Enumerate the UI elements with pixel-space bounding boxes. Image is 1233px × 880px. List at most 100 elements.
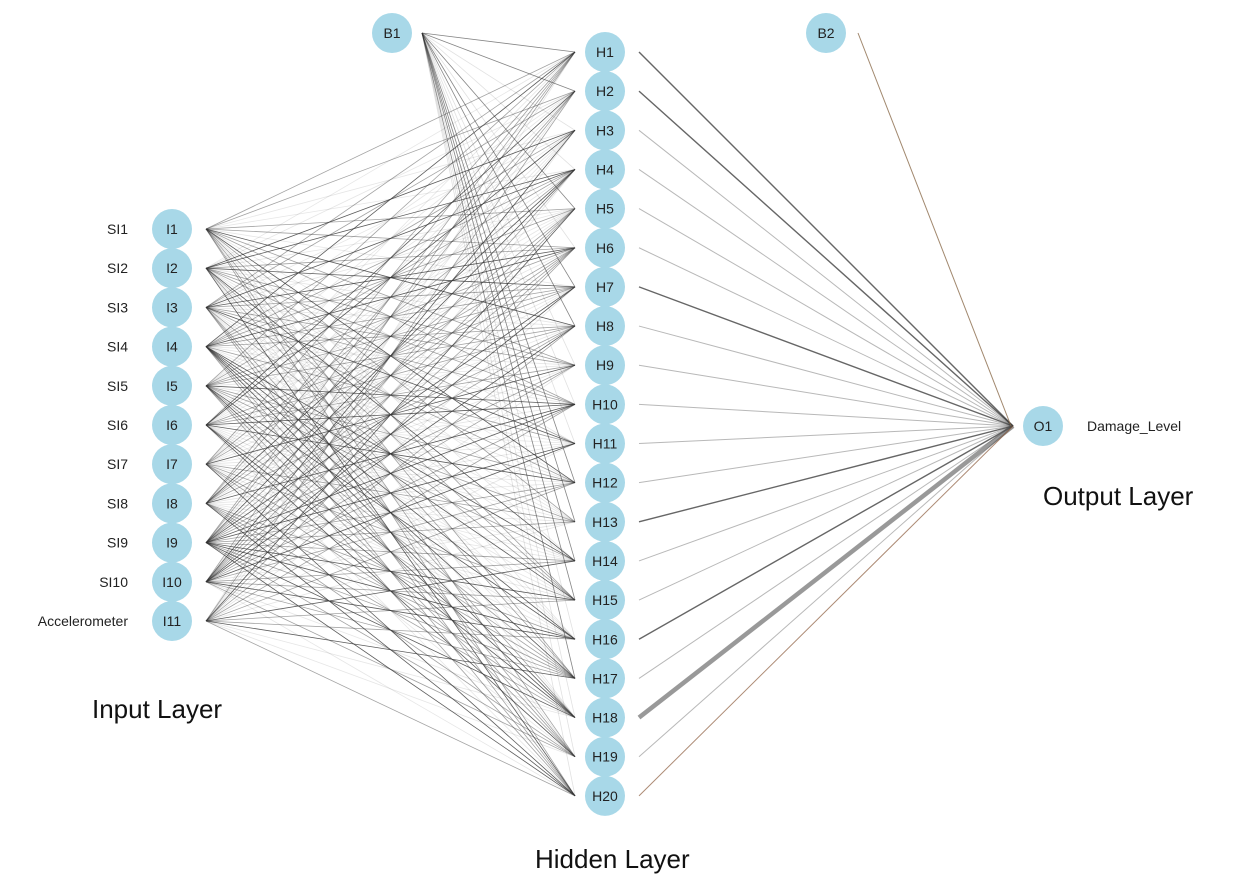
input-hidden-edge (205, 208, 576, 583)
output-name-label: Damage_Level (1087, 418, 1181, 434)
hidden-node-h2-label: H2 (596, 83, 614, 99)
input-hidden-edge (205, 90, 576, 622)
input-hidden-edge (205, 364, 576, 426)
hidden-node-h9-label: H9 (596, 357, 614, 373)
bias-hidden-edge (421, 32, 576, 405)
input-hidden-edge (205, 247, 576, 347)
input-node-i5-label: I5 (166, 378, 178, 394)
input-hidden-edge (205, 620, 576, 758)
input-hidden-edge (205, 51, 576, 465)
input-hidden-edge (205, 169, 576, 504)
input-name-label: SI1 (107, 221, 128, 237)
input-hidden-edge (205, 599, 576, 622)
input-node-i7-label: I7 (166, 456, 178, 472)
input-hidden-edge (205, 542, 576, 562)
bias-node-b1 (372, 13, 412, 53)
input-hidden-edge (205, 286, 576, 622)
bias-hidden-edge (421, 32, 576, 131)
input-name-label: SI6 (107, 417, 128, 433)
input-hidden-edge (205, 620, 576, 718)
input-node-i11 (152, 601, 192, 641)
input-hidden-edge (205, 51, 576, 426)
hidden-node-h16-label: H16 (592, 631, 618, 647)
hidden-node-h9 (585, 345, 625, 386)
input-layer-title: Input Layer (92, 694, 222, 724)
input-node-i9-label: I9 (166, 535, 178, 551)
bias-output-edge (857, 32, 1012, 427)
hidden-node-h13 (585, 501, 625, 542)
input-hidden-edge (205, 307, 576, 327)
input-hidden-edge (205, 482, 576, 583)
hidden-node-h8-label: H8 (596, 318, 614, 334)
input-hidden-edge (205, 90, 576, 583)
hidden-output-edge (638, 247, 1014, 427)
input-name-label: Accelerometer (38, 613, 129, 629)
hidden-output-edge (637, 424, 1015, 720)
input-node-i3 (152, 287, 192, 328)
input-hidden-edge (205, 403, 576, 543)
hidden-node-h1 (585, 32, 625, 72)
input-hidden-edge (205, 130, 576, 583)
input-hidden-edge (205, 482, 576, 622)
input-node-i2 (152, 248, 192, 289)
hidden-output-edge (638, 425, 1014, 758)
input-hidden-edge (205, 51, 576, 308)
input-hidden-edge (205, 581, 576, 640)
input-hidden-edge (205, 404, 576, 622)
input-hidden-edge (205, 130, 576, 543)
input-node-i8 (152, 483, 192, 524)
hidden-node-h3-label: H3 (596, 122, 614, 138)
input-name-label: SI2 (107, 260, 128, 276)
input-hidden-edge (205, 443, 576, 543)
input-hidden-edge (205, 129, 576, 426)
input-node-i10-label: I10 (162, 574, 182, 590)
input-hidden-edge (205, 51, 576, 543)
hidden-node-h4 (585, 149, 625, 190)
input-hidden-edge (205, 542, 576, 797)
input-hidden-edge (205, 325, 576, 426)
hidden-node-h19 (585, 736, 625, 777)
bias-hidden-edge (421, 32, 576, 679)
bias-node-b2-label: B2 (817, 25, 834, 41)
bias-hidden-edge (421, 32, 576, 92)
input-hidden-edge (205, 51, 576, 230)
input-hidden-edge (205, 51, 576, 269)
hidden-node-h8 (585, 306, 625, 347)
input-name-label: SI10 (99, 574, 128, 590)
input-hidden-edge (205, 90, 576, 347)
hidden-node-h17-label: H17 (592, 670, 618, 686)
input-hidden-edge (205, 560, 576, 622)
input-name-label: SI7 (107, 456, 128, 472)
hidden-node-h5 (585, 188, 625, 229)
input-node-i6-label: I6 (166, 417, 178, 433)
input-hidden-edge (205, 247, 576, 387)
output-layer-title: Output Layer (1043, 481, 1194, 511)
input-hidden-edge (205, 346, 576, 718)
hidden-node-h7 (585, 266, 625, 307)
input-name-label: SI5 (107, 378, 128, 394)
input-hidden-edge (205, 129, 576, 308)
bias-hidden-edge (421, 32, 576, 562)
hidden-output-edge (638, 208, 1014, 427)
input-name-label: SI4 (107, 339, 128, 355)
input-hidden-edge (205, 208, 576, 543)
input-hidden-edge (205, 169, 576, 426)
bias-hidden-edge (421, 32, 576, 757)
input-hidden-edge (205, 286, 576, 504)
hidden-node-h1-label: H1 (596, 44, 614, 60)
hidden-output-edge (638, 325, 1014, 427)
bias-node-b2 (806, 13, 846, 53)
hidden-layer-title: Hidden Layer (535, 844, 690, 874)
input-hidden-edge (205, 130, 576, 504)
input-hidden-edge (205, 90, 576, 504)
input-hidden-edge (205, 620, 576, 679)
hidden-output-edge (638, 169, 1014, 427)
hidden-node-h10 (585, 384, 625, 425)
input-node-i2-label: I2 (166, 260, 178, 276)
hidden-node-h13-label: H13 (592, 514, 618, 530)
hidden-node-h14 (585, 540, 625, 581)
input-hidden-edge (205, 424, 576, 679)
bias-hidden-edge (421, 32, 576, 327)
input-hidden-edge (205, 521, 576, 583)
